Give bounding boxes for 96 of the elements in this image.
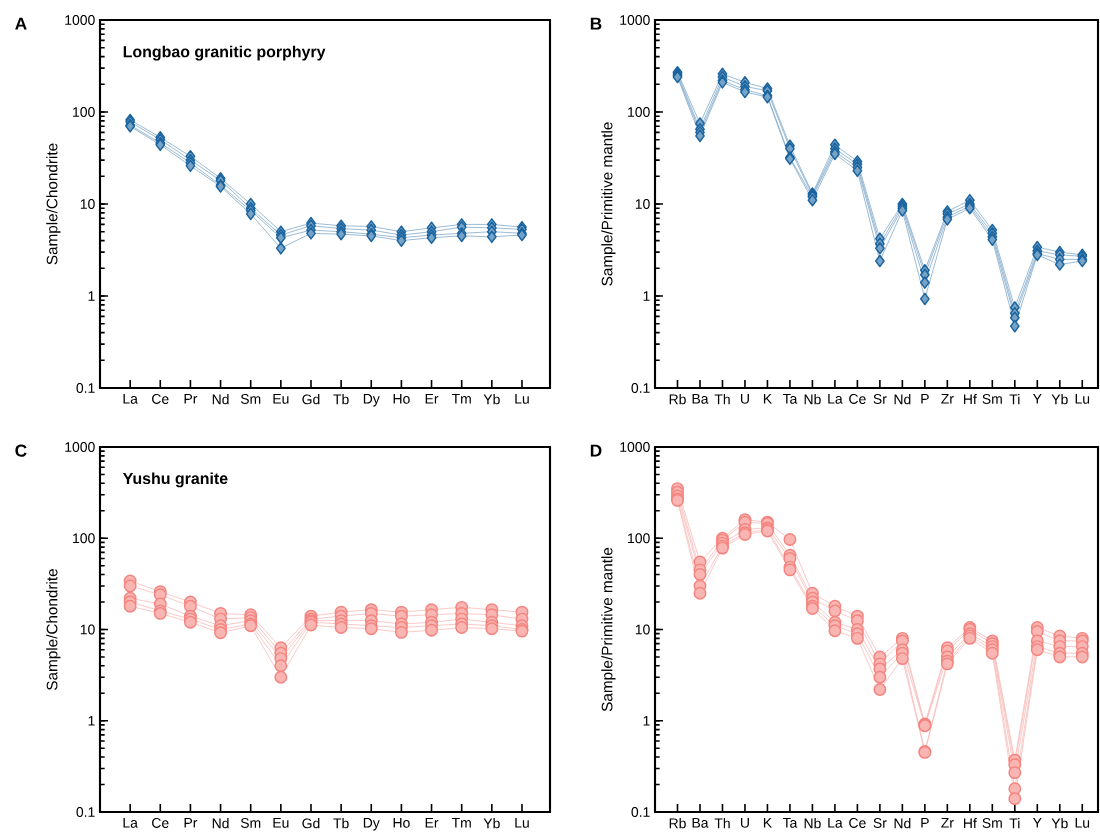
x-tick-label: Tm xyxy=(451,818,471,828)
x-tick-label: Rb xyxy=(669,818,686,829)
y-tick-label: 1000 xyxy=(65,15,95,25)
y-tick-label: 10 xyxy=(635,199,650,209)
x-tick-label: Tb xyxy=(333,818,349,829)
x-tick-label: Th xyxy=(714,818,730,829)
x-tick-label: K xyxy=(763,394,772,404)
y-tick-label: 0.1 xyxy=(76,807,95,817)
text: B xyxy=(590,17,602,30)
x-tick-label: Sm xyxy=(240,818,261,828)
y-tick-label: 0.1 xyxy=(76,383,95,393)
x-tick-label: Eu xyxy=(273,818,289,828)
y-axis-title: Sample/Chondrite xyxy=(46,569,61,690)
x-tick-label: La xyxy=(123,818,138,828)
y-axis-title: Sample/Primitive mantle xyxy=(601,547,616,712)
x-tick-label: Er xyxy=(425,818,439,828)
x-tick-label: Er xyxy=(425,394,439,404)
x-tick-label: Sr xyxy=(873,818,887,828)
x-tick-label: Gd xyxy=(302,394,320,405)
y-tick-label: 10 xyxy=(635,624,650,635)
x-tick-label: Ba xyxy=(692,818,709,828)
x-tick-label: Zr xyxy=(941,394,954,404)
x-tick-label: Ce xyxy=(152,394,169,404)
x-tick-label: Eu xyxy=(273,394,289,404)
x-tick-label: Yb xyxy=(483,394,500,405)
y-tick-label: 100 xyxy=(73,107,95,117)
y-tick-label: 1000 xyxy=(620,15,650,25)
x-tick-label: Ta xyxy=(782,394,798,404)
x-tick-label: Ce xyxy=(849,394,866,404)
x-tick-label: P xyxy=(921,394,929,404)
x-tick-label: Ce xyxy=(152,818,169,828)
x-tick-label: P xyxy=(921,818,929,828)
y-tick-label: 0.1 xyxy=(631,807,650,817)
x-tick-label: U xyxy=(741,818,749,828)
x-tick-label: Ta xyxy=(782,818,798,828)
y-tick-label: 1000 xyxy=(620,442,650,452)
y-tick-label: 1 xyxy=(88,291,95,301)
y-axis-title: Sample/Primitive mantle xyxy=(601,122,616,286)
x-tick-label: Nb xyxy=(804,818,821,829)
x-tick-label: Nd xyxy=(894,394,911,405)
y-tick-label: 1 xyxy=(643,715,650,726)
x-tick-label: Sm xyxy=(240,394,261,404)
x-tick-label: Y xyxy=(1032,818,1042,828)
y-tick-label: 1000 xyxy=(65,442,95,452)
x-tick-label: Tm xyxy=(451,394,471,404)
x-tick-label: Yb xyxy=(1051,818,1068,829)
text: Yushu granite xyxy=(122,472,228,488)
x-tick-label: Ti xyxy=(1009,818,1020,829)
x-tick-label: Ti xyxy=(1009,394,1020,405)
x-tick-label: La xyxy=(123,394,138,404)
x-tick-label: Sr xyxy=(873,394,887,404)
text: Longbao granitic porphyry xyxy=(123,45,326,61)
x-tick-label: Hf xyxy=(964,818,977,829)
x-tick-label: Yb xyxy=(1051,394,1068,405)
y-tick-label: 1 xyxy=(88,715,95,726)
x-tick-label: Dy xyxy=(363,818,380,831)
y-axis-title: Sample/Chondrite xyxy=(46,143,61,265)
y-tick-label: 1 xyxy=(643,291,650,301)
y-tick-label: 100 xyxy=(628,533,650,544)
x-tick-label: La xyxy=(828,818,843,828)
x-tick-label: Th xyxy=(714,394,730,405)
x-tick-label: Dy xyxy=(363,394,380,407)
x-tick-label: Hf xyxy=(964,394,977,405)
y-tick-label: 100 xyxy=(628,107,650,117)
x-tick-label: Pr xyxy=(184,818,198,828)
x-tick-label: Ba xyxy=(692,394,709,404)
y-tick-label: 10 xyxy=(80,624,95,635)
x-tick-label: La xyxy=(828,394,843,404)
x-tick-label: Ho xyxy=(393,818,410,828)
x-tick-label: Nb xyxy=(804,394,821,405)
text: A xyxy=(15,17,27,30)
x-tick-label: U xyxy=(741,394,749,404)
x-tick-label: Nd xyxy=(212,818,229,829)
x-tick-label: Y xyxy=(1032,394,1042,404)
x-tick-label: Lu xyxy=(515,818,529,828)
x-tick-label: Sm xyxy=(982,394,1002,404)
x-tick-label: Lu xyxy=(1075,394,1090,404)
x-tick-label: Ce xyxy=(849,818,866,828)
x-tick-label: K xyxy=(763,818,772,828)
x-tick-label: Sm xyxy=(982,818,1002,828)
x-tick-label: Yb xyxy=(483,818,500,829)
text: C xyxy=(15,444,27,457)
x-tick-label: Tb xyxy=(333,394,349,405)
x-tick-label: Rb xyxy=(669,394,686,405)
text: D xyxy=(590,444,602,457)
x-tick-label: Ho xyxy=(393,394,410,404)
x-tick-label: Nd xyxy=(212,394,229,405)
x-tick-label: Pr xyxy=(184,394,198,404)
y-tick-label: 0.1 xyxy=(631,383,650,393)
x-tick-label: Zr xyxy=(941,818,954,828)
x-tick-label: Gd xyxy=(302,818,320,829)
x-tick-label: Nd xyxy=(894,818,911,829)
y-tick-label: 100 xyxy=(73,533,95,544)
y-tick-label: 10 xyxy=(80,199,95,209)
x-tick-label: Lu xyxy=(515,394,529,404)
x-tick-label: Lu xyxy=(1075,818,1090,828)
